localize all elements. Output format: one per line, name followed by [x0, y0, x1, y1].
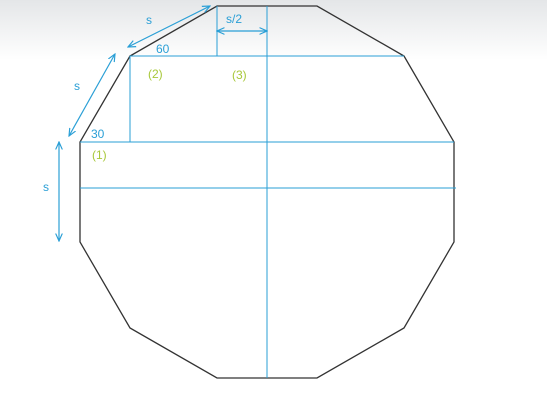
label-angle-30: 30 — [91, 127, 105, 141]
label-region-3: (3) — [232, 68, 247, 82]
label-side-top: s — [146, 13, 152, 27]
label-angle-60: 60 — [156, 42, 170, 56]
label-half-side: s/2 — [226, 12, 242, 26]
dimension-arrow-top-side — [128, 6, 210, 47]
label-side-left-upper: s — [74, 79, 80, 93]
dimension-arrow-left-upper-side — [69, 54, 115, 136]
label-side-left: s — [43, 180, 49, 194]
label-region-1: (1) — [92, 148, 107, 162]
dimension-arrows — [59, 6, 267, 241]
construction-lines — [80, 6, 456, 378]
label-region-2: (2) — [148, 67, 163, 81]
background-gradient — [0, 0, 547, 60]
